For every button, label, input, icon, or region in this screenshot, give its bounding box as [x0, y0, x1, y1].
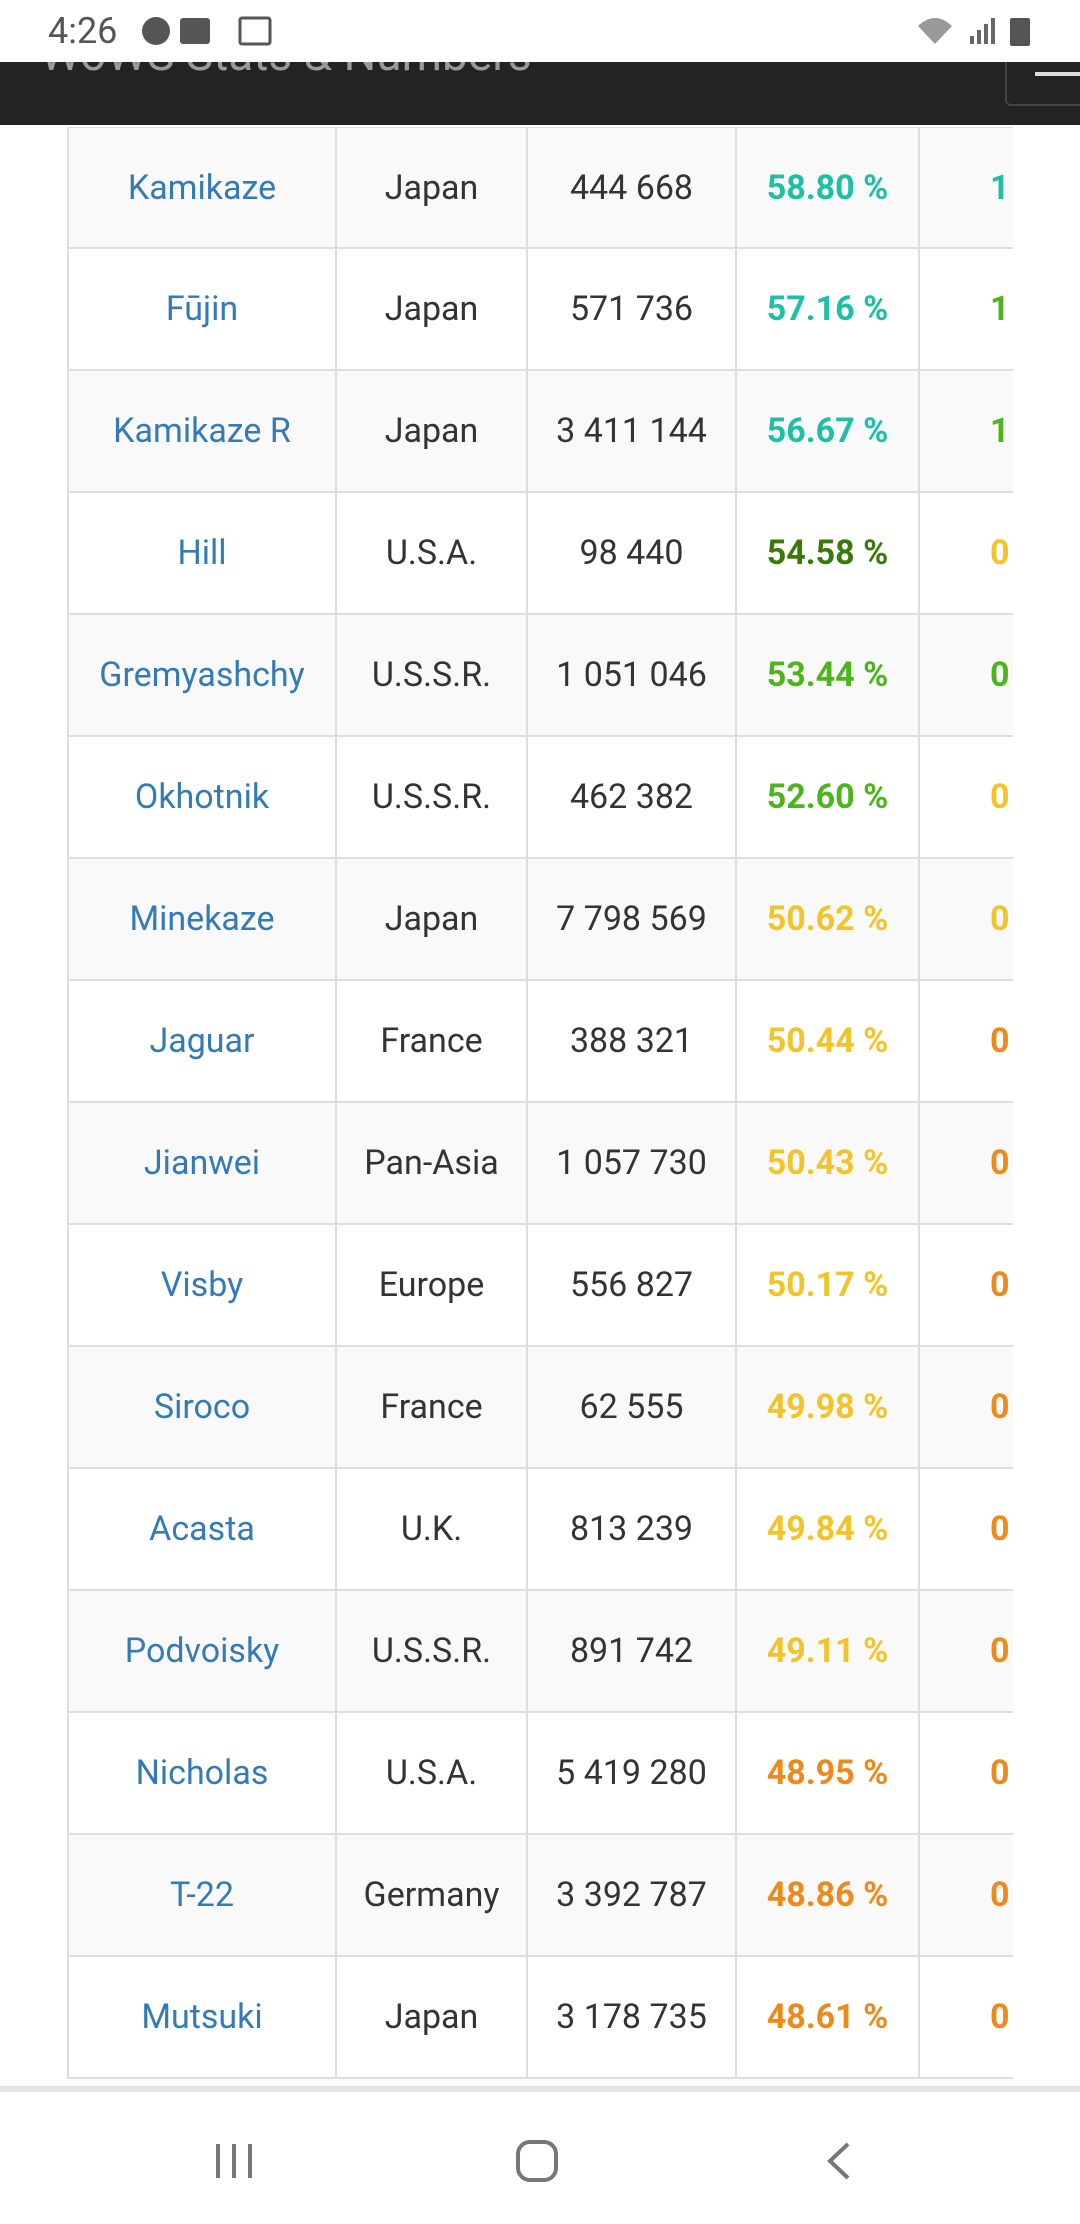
- nation: Japan: [337, 371, 528, 493]
- home-button[interactable]: [516, 2140, 558, 2182]
- nation: France: [337, 981, 528, 1103]
- win-rate: 49.98 %: [737, 1347, 920, 1469]
- battles: 1 057 730: [528, 1103, 737, 1225]
- nation: Japan: [337, 249, 528, 371]
- win-rate: 54.58 %: [737, 493, 920, 615]
- next-column: 0: [920, 1347, 1013, 1469]
- ship-name[interactable]: Podvoisky: [67, 1591, 337, 1713]
- battles: 3 411 144: [528, 371, 737, 493]
- battles: 462 382: [528, 737, 737, 859]
- next-column: 1: [920, 127, 1013, 249]
- ship-name[interactable]: Siroco: [67, 1347, 337, 1469]
- next-column: 0: [920, 859, 1013, 981]
- ship-name[interactable]: Visby: [67, 1225, 337, 1347]
- battles: 98 440: [528, 493, 737, 615]
- nation: U.S.A.: [337, 493, 528, 615]
- win-rate: 53.44 %: [737, 615, 920, 737]
- win-rate: 50.44 %: [737, 981, 920, 1103]
- ship-name[interactable]: Kamikaze R: [67, 371, 337, 493]
- next-column: 0: [920, 1225, 1013, 1347]
- win-rate: 48.86 %: [737, 1835, 920, 1957]
- battles: 813 239: [528, 1469, 737, 1591]
- clock: 4:26: [48, 10, 118, 52]
- nation: U.S.S.R.: [337, 615, 528, 737]
- next-column: 0: [920, 615, 1013, 737]
- ship-name[interactable]: Gremyashchy: [67, 615, 337, 737]
- next-column: 0: [920, 493, 1013, 615]
- ship-name[interactable]: Hill: [67, 493, 337, 615]
- nation: U.K.: [337, 1469, 528, 1591]
- ship-name[interactable]: Minekaze: [67, 859, 337, 981]
- nation: U.S.S.R.: [337, 737, 528, 859]
- next-column: 0: [920, 1835, 1013, 1957]
- next-column: 0: [920, 1469, 1013, 1591]
- battles: 891 742: [528, 1591, 737, 1713]
- nation: Japan: [337, 1957, 528, 2079]
- win-rate: 50.17 %: [737, 1225, 920, 1347]
- ship-name[interactable]: Fūjin: [67, 249, 337, 371]
- battles: 444 668: [528, 127, 737, 249]
- next-column: 1: [920, 371, 1013, 493]
- menu-icon: [1035, 72, 1080, 76]
- nation: Europe: [337, 1225, 528, 1347]
- recent-apps-button[interactable]: [216, 2144, 252, 2178]
- next-column: 0: [920, 737, 1013, 859]
- battles: 3 178 735: [528, 1957, 737, 2079]
- next-column: 0: [920, 1713, 1013, 1835]
- win-rate: 52.60 %: [737, 737, 920, 859]
- battles: 571 736: [528, 249, 737, 371]
- nation: Pan-Asia: [337, 1103, 528, 1225]
- nav-icons: [216, 2140, 850, 2182]
- win-rate: 48.95 %: [737, 1713, 920, 1835]
- ship-name[interactable]: Jianwei: [67, 1103, 337, 1225]
- battles: 1 051 046: [528, 615, 737, 737]
- ship-name[interactable]: Okhotnik: [67, 737, 337, 859]
- win-rate: 50.43 %: [737, 1103, 920, 1225]
- battles: 3 392 787: [528, 1835, 737, 1957]
- menu-button[interactable]: [1005, 62, 1080, 106]
- next-column: 0: [920, 1957, 1013, 2079]
- ship-name[interactable]: Nicholas: [67, 1713, 337, 1835]
- next-column: 0: [920, 1591, 1013, 1713]
- win-rate: 50.62 %: [737, 859, 920, 981]
- next-column: 1: [920, 249, 1013, 371]
- site-title[interactable]: WoWS Stats & Numbers: [40, 62, 532, 82]
- ship-table: Kamikaze Japan 444 668 58.80 % 1 Fūjin Japan 57…: [0, 127, 1013, 2080]
- ship-name[interactable]: T-22: [67, 1835, 337, 1957]
- nation: Japan: [337, 127, 528, 249]
- nation: Germany: [337, 1835, 528, 1957]
- nation: Japan: [337, 859, 528, 981]
- nation: U.S.A.: [337, 1713, 528, 1835]
- battles: 388 321: [528, 981, 737, 1103]
- win-rate: 57.16 %: [737, 249, 920, 371]
- win-rate: 49.11 %: [737, 1591, 920, 1713]
- status-bar: 4:26: [0, 0, 1080, 62]
- win-rate: 48.61 %: [737, 1957, 920, 2079]
- back-button[interactable]: [827, 2142, 850, 2180]
- ship-name[interactable]: Kamikaze: [67, 127, 337, 249]
- battles: 5 419 280: [528, 1713, 737, 1835]
- nation: France: [337, 1347, 528, 1469]
- ship-name[interactable]: Acasta: [67, 1469, 337, 1591]
- next-column: 0: [920, 981, 1013, 1103]
- ship-name[interactable]: Jaguar: [67, 981, 337, 1103]
- battles: 7 798 569: [528, 859, 737, 981]
- app-header: WoWS Stats & Numbers: [0, 62, 1080, 125]
- battles: 556 827: [528, 1225, 737, 1347]
- ship-name[interactable]: Mutsuki: [67, 1957, 337, 2079]
- win-rate: 58.80 %: [737, 127, 920, 249]
- status-icons: [142, 16, 1030, 46]
- navigation-bar: [0, 2086, 1080, 2220]
- next-column: 0: [920, 1103, 1013, 1225]
- win-rate: 49.84 %: [737, 1469, 920, 1591]
- battles: 62 555: [528, 1347, 737, 1469]
- win-rate: 56.67 %: [737, 371, 920, 493]
- nation: U.S.S.R.: [337, 1591, 528, 1713]
